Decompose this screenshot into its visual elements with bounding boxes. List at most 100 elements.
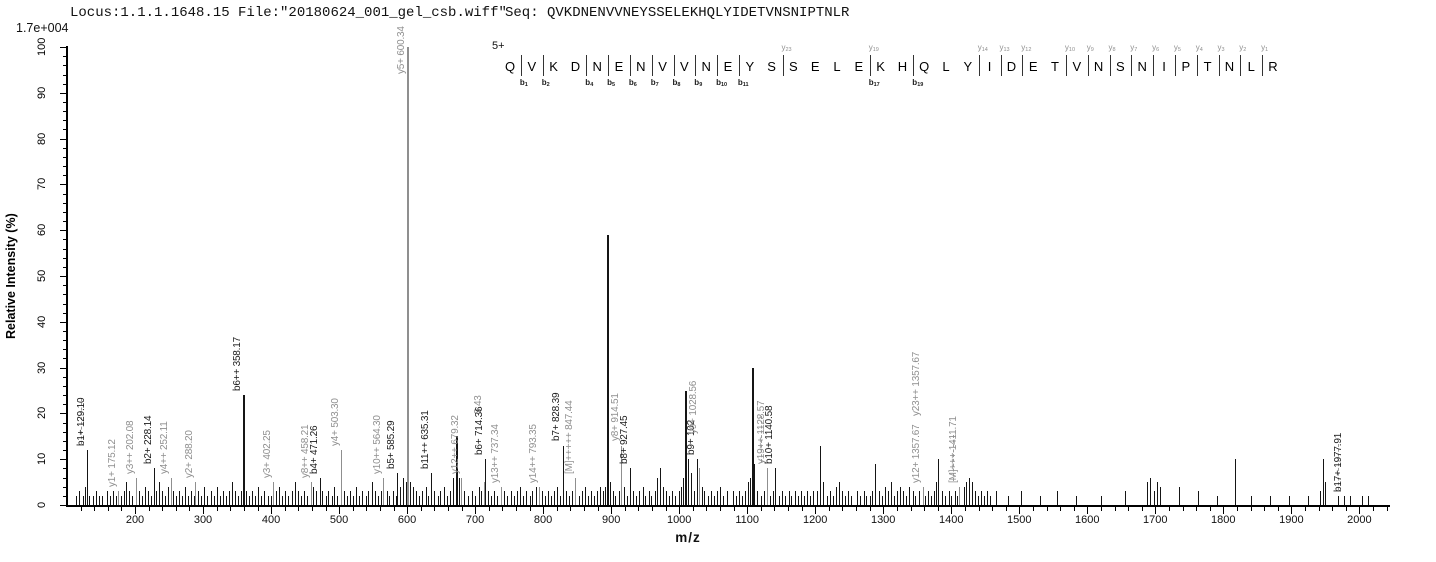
x-tick-minor	[828, 507, 830, 511]
y-tick-minor	[63, 175, 66, 177]
peak	[434, 491, 436, 505]
peak	[975, 491, 977, 505]
x-tick-label: 1400	[939, 514, 964, 526]
peak	[409, 482, 411, 505]
peak	[832, 495, 834, 505]
sequence-residue: S	[789, 59, 798, 74]
peak	[207, 495, 209, 505]
peak	[669, 495, 670, 505]
peak	[584, 486, 586, 505]
peak	[371, 482, 373, 505]
y-ion-label: y5	[1173, 43, 1181, 53]
peak	[741, 495, 743, 505]
peak	[161, 491, 163, 505]
peak	[739, 491, 740, 505]
label-leader-dash	[760, 416, 762, 463]
peak	[1319, 491, 1321, 505]
peak	[1362, 495, 1364, 505]
peak	[969, 477, 970, 505]
peak	[386, 491, 388, 505]
x-tick-minor	[1277, 507, 1279, 511]
peak	[529, 495, 531, 505]
peak	[368, 491, 370, 505]
base-peak-intensity-label: 1.7e+004	[16, 21, 69, 35]
x-tick-label: 700	[465, 514, 485, 526]
peak	[1197, 491, 1199, 505]
peak	[422, 491, 424, 505]
peak	[642, 486, 644, 505]
peak	[866, 495, 868, 505]
peak	[297, 491, 299, 505]
peak	[927, 491, 929, 505]
sequence-residue: E	[723, 59, 733, 74]
peak	[1008, 495, 1010, 505]
y-tick-label: 20	[36, 407, 48, 420]
peak	[79, 491, 81, 505]
x-tick-minor	[774, 507, 776, 511]
y-ion-label: y19	[868, 43, 879, 53]
peak-label-y2: y2+ 288.20	[184, 430, 195, 479]
x-tick-label: 1500	[1007, 514, 1032, 526]
x-tick-minor	[869, 507, 871, 511]
peak	[605, 486, 606, 505]
peak	[618, 491, 620, 505]
peak	[954, 491, 956, 505]
peak	[906, 495, 908, 505]
peak-label-y12: y12+ 1357.67	[911, 424, 923, 483]
x-tick-minor	[379, 507, 381, 511]
x-tick-minor	[1046, 507, 1048, 511]
peak	[228, 491, 230, 505]
peak	[1125, 491, 1127, 505]
peak	[915, 495, 917, 505]
peak	[685, 390, 688, 505]
peak	[657, 477, 659, 505]
b-ion-label: b5	[607, 78, 616, 88]
y-tick-major	[60, 367, 66, 369]
y-tick-minor	[63, 303, 66, 305]
peak	[841, 491, 843, 505]
peak	[494, 491, 496, 505]
peak	[817, 491, 819, 505]
x-tick-label: 1000	[666, 514, 692, 526]
peak	[554, 491, 555, 505]
peak	[1234, 459, 1236, 505]
peak	[113, 491, 115, 505]
peak	[264, 491, 266, 505]
x-tick-minor	[1128, 507, 1130, 511]
peak	[213, 495, 215, 505]
b-ion-label: b8	[672, 78, 681, 88]
x-tick-label: 800	[533, 514, 553, 526]
x-tick-label: 1900	[1279, 514, 1304, 526]
x-tick-minor	[311, 507, 313, 511]
x-tick-minor	[1060, 507, 1062, 511]
peak	[813, 491, 815, 505]
peak	[615, 495, 617, 505]
sequence-residue: L	[942, 59, 950, 74]
peak	[971, 482, 973, 505]
peak	[735, 495, 737, 505]
peak	[569, 495, 570, 505]
peak-b6++	[242, 395, 245, 505]
peak	[851, 495, 853, 505]
peak	[773, 491, 775, 505]
peak	[781, 491, 783, 505]
peak	[1349, 495, 1351, 505]
peak	[600, 486, 602, 505]
peak	[596, 491, 598, 505]
b-ion-label: b4	[585, 78, 594, 88]
x-tick-label: 900	[602, 514, 621, 526]
x-tick-minor	[162, 507, 164, 511]
y-tick-minor	[63, 248, 66, 250]
fragment-mark	[913, 55, 915, 76]
y-tick-minor	[63, 468, 66, 470]
y-tick-major	[60, 138, 66, 140]
x-tick-minor	[515, 507, 517, 511]
b-ion-label: b11	[737, 78, 749, 88]
y-tick-major	[60, 230, 66, 232]
peak	[713, 495, 715, 505]
x-tick-minor	[284, 507, 286, 511]
peak-b6	[484, 459, 486, 505]
y-tick-label: 50	[36, 269, 48, 282]
x-tick-label: 1700	[1143, 514, 1168, 526]
